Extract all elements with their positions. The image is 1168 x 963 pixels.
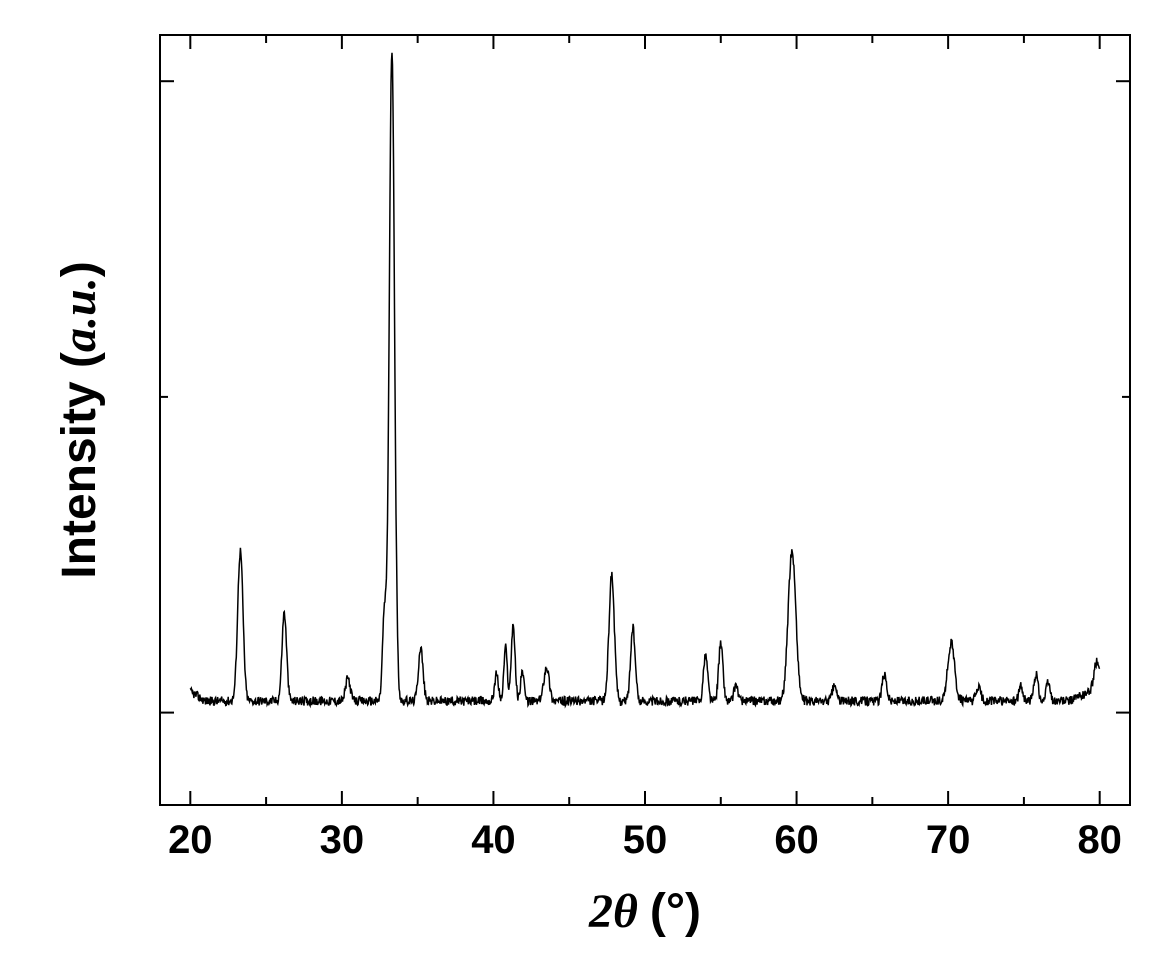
x-tick-label: 60 [774, 818, 819, 862]
x-tick-label: 40 [471, 818, 516, 862]
x-tick-labels: 20 30 40 50 60 70 80 [168, 818, 1122, 862]
y-ticks [160, 81, 1130, 712]
xrd-chart: 20 30 40 50 60 70 80 2θ (°) Intensity (a.u.) [0, 0, 1168, 963]
x-tick-label: 70 [926, 818, 971, 862]
plot-frame [160, 35, 1130, 805]
x-tick-label: 50 [623, 818, 668, 862]
x-tick-label: 30 [320, 818, 365, 862]
x-tick-label: 80 [1077, 818, 1122, 862]
chart-svg: 20 30 40 50 60 70 80 2θ (°) Intensity (a.u.) [0, 0, 1168, 963]
y-axis-label: Intensity (a.u.) [53, 261, 106, 578]
x-axis-label: 2θ (°) [588, 885, 701, 938]
x-ticks [190, 35, 1099, 805]
x-tick-label: 20 [168, 818, 213, 862]
xrd-data-line [190, 53, 1099, 706]
